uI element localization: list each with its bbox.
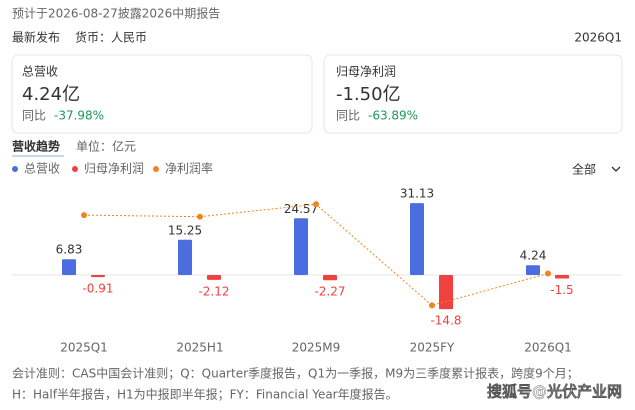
bar	[526, 265, 540, 275]
card-value: 4.24亿	[22, 84, 80, 105]
filter[interactable]: 全部	[572, 162, 596, 177]
margin-point	[545, 270, 551, 277]
bar	[91, 275, 105, 278]
card	[11, 54, 313, 134]
notice: 预计于2026-08-27披露2026中期报告	[12, 6, 220, 21]
bar	[62, 259, 76, 275]
bar	[178, 239, 192, 275]
x-tick-label: 2026Q1	[524, 341, 572, 355]
section-title: 营收趋势	[12, 139, 60, 154]
data-label: -1.5	[550, 283, 573, 297]
legend-dot	[72, 166, 78, 172]
bar	[555, 275, 569, 279]
bar	[439, 275, 453, 310]
data-label: -0.91	[82, 282, 113, 296]
data-label: -2.27	[314, 285, 345, 299]
x-tick-label: 2025H1	[176, 341, 223, 355]
data-label: 15.25	[168, 223, 202, 237]
footnote: 会计准则：CAS中国会计准则；Q：Quarter季度报告，Q1为一季报，M9为三…	[12, 366, 579, 381]
legend-dot	[153, 166, 159, 172]
legend-label: 归母净利润	[84, 162, 144, 176]
legend-dot	[12, 166, 18, 172]
margin-point	[313, 201, 319, 208]
card	[323, 54, 623, 134]
card-title: 总营收	[22, 65, 58, 79]
card-value: -1.50亿	[336, 84, 401, 105]
dropdown-icon[interactable]	[611, 166, 621, 172]
bar	[323, 275, 337, 281]
currency: 货币：人民币	[75, 30, 147, 45]
data-label: -2.12	[198, 284, 229, 298]
watermark: 搜狐号@光伏产业网	[487, 383, 622, 401]
data-label: 6.83	[56, 243, 83, 257]
data-label: -14.8	[430, 314, 461, 328]
card-change-label: 同比	[336, 109, 360, 123]
section-unit: 单位：亿元	[76, 139, 136, 154]
margin-point	[429, 302, 435, 309]
bar	[207, 275, 221, 280]
bar	[410, 203, 424, 275]
x-tick-label: 2025FY	[410, 341, 455, 355]
card-title: 归母净利润	[336, 65, 396, 79]
legend-label: 总营收	[24, 162, 60, 176]
margin-point	[81, 212, 87, 219]
card-change: -63.89%	[368, 109, 418, 123]
data-label: 24.57	[284, 202, 318, 216]
status: 最新发布	[12, 30, 60, 45]
card-change: -37.98%	[54, 109, 104, 123]
legend-label: 净利润率	[165, 161, 213, 176]
bar	[294, 218, 308, 275]
data-label: 4.24	[520, 249, 547, 263]
period: 2026Q1	[574, 31, 622, 45]
x-tick-label: 2025Q1	[60, 341, 108, 355]
footnote: H：Half半年报告，H1为中报即半年报；FY：Financial Year年度…	[12, 387, 398, 402]
margin-point	[197, 213, 203, 220]
data-label: 31.13	[400, 187, 434, 201]
card-change-label: 同比	[22, 109, 46, 123]
x-tick-label: 2025M9	[292, 341, 341, 355]
